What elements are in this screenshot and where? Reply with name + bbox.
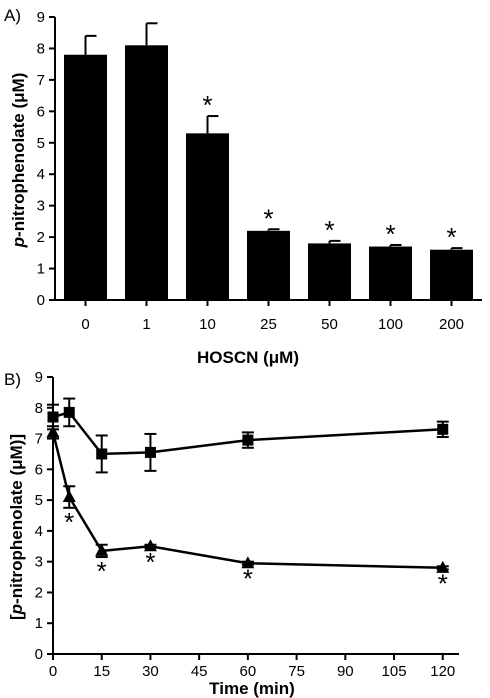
panel-a-x-tick-label: 10	[199, 316, 216, 333]
panel-a-bar	[186, 133, 229, 300]
panel-b-y-tick-label: 4	[35, 523, 43, 540]
panel-b-y-tick-label: 1	[35, 615, 43, 632]
panel-b-y-tick-label: 0	[35, 646, 43, 663]
panel-a-x-tick-label: 0	[81, 316, 89, 333]
panel-b-y-tick-label: 5	[35, 492, 43, 509]
panel-a-significance-star: *	[324, 215, 334, 245]
panel-b-y-tick-label: 9	[35, 369, 43, 386]
panel-b-triangle-marker	[62, 490, 76, 503]
panel-b: B) [p-nitrophenolate (μM)] Time (min) 0 1…	[4, 369, 459, 698]
panel-a: A) p-nitrophenolate (μM) HOSCN (μM) 0 1 2 3…	[4, 6, 482, 367]
panel-b-triangle-marker	[241, 556, 255, 569]
panel-b-triangle-marker	[436, 560, 450, 573]
panel-b-square-marker	[47, 411, 59, 423]
panel-b-square-marker	[437, 423, 449, 435]
panel-a-x-tick-label: 25	[260, 316, 277, 333]
panel-a-x-tick-label: 100	[378, 316, 403, 333]
panel-a-y-tick-label: 3	[37, 198, 45, 215]
panel-a-y-tick-label: 1	[37, 261, 45, 278]
panel-a-bar	[369, 246, 412, 300]
panel-b-square-marker	[242, 434, 254, 446]
panel-a-bar	[430, 249, 473, 300]
panel-a-significance-star: *	[263, 203, 273, 233]
panel-b-significance-star: *	[97, 556, 107, 586]
panel-b-triangle-marker	[95, 543, 109, 556]
panel-b-x-tick-label: 75	[288, 663, 305, 680]
panel-b-x-tick-label: 60	[240, 663, 257, 680]
panel-a-y-tick-label: 8	[37, 40, 45, 57]
panel-b-triangle-marker	[46, 425, 60, 438]
panel-a-y-tick-label: 4	[37, 166, 45, 183]
panel-b-label: B)	[4, 370, 21, 389]
panel-b-y-tick-label: 7	[35, 431, 43, 448]
panel-b-y-tick-label: 2	[35, 584, 43, 601]
panel-b-square-marker	[144, 446, 156, 458]
panel-a-bar	[64, 54, 107, 300]
panel-a-x-axis-label: HOSCN (μM)	[197, 348, 299, 367]
panel-b-y-tick-label: 6	[35, 461, 43, 478]
panel-b-x-tick-label: 30	[142, 663, 159, 680]
panel-b-x-tick-label: 105	[382, 663, 407, 680]
panel-b-x-axis-label: Time (min)	[209, 679, 295, 698]
panel-a-y-tick-label: 0	[37, 292, 45, 309]
panel-a-y-tick-label: 9	[37, 9, 45, 26]
panel-b-significance-star: *	[145, 547, 155, 577]
panel-b-significance-star: *	[243, 564, 253, 594]
panel-b-significance-star: *	[64, 507, 74, 537]
panel-a-y-tick-label: 5	[37, 135, 45, 152]
panel-b-y-tick-label: 3	[35, 554, 43, 571]
panel-a-significance-star: *	[202, 90, 212, 120]
panel-a-label: A)	[4, 6, 21, 25]
panel-a-significance-star: *	[385, 219, 395, 249]
panel-b-significance-star: *	[438, 568, 448, 598]
panel-a-y-tick-label: 7	[37, 72, 45, 89]
panel-a-bar	[247, 230, 290, 300]
panel-b-square-marker	[96, 448, 108, 460]
panel-a-y-tick-label: 6	[37, 103, 45, 120]
panel-b-x-tick-label: 0	[49, 663, 57, 680]
panel-a-significance-star: *	[446, 222, 456, 252]
panel-a-x-tick-label: 50	[321, 316, 338, 333]
panel-b-x-tick-label: 45	[191, 663, 208, 680]
panel-b-x-tick-label: 15	[93, 663, 110, 680]
panel-a-y-axis-label: p-nitrophenolate (μM)	[9, 73, 28, 249]
panel-a-x-tick-label: 200	[439, 316, 464, 333]
panel-b-x-tick-label: 90	[337, 663, 354, 680]
panel-a-x-tick-label: 1	[142, 316, 150, 333]
panel-b-triangle-marker	[143, 539, 157, 552]
panel-a-bar	[125, 45, 168, 300]
panel-b-y-axis-label: [p-nitrophenolate (μM)]	[7, 434, 26, 620]
panel-a-bar	[308, 243, 351, 300]
panel-a-y-tick-label: 2	[37, 229, 45, 246]
panel-b-square-marker	[63, 406, 75, 418]
panel-b-y-tick-label: 8	[35, 400, 43, 417]
panel-b-x-tick-label: 120	[430, 663, 455, 680]
